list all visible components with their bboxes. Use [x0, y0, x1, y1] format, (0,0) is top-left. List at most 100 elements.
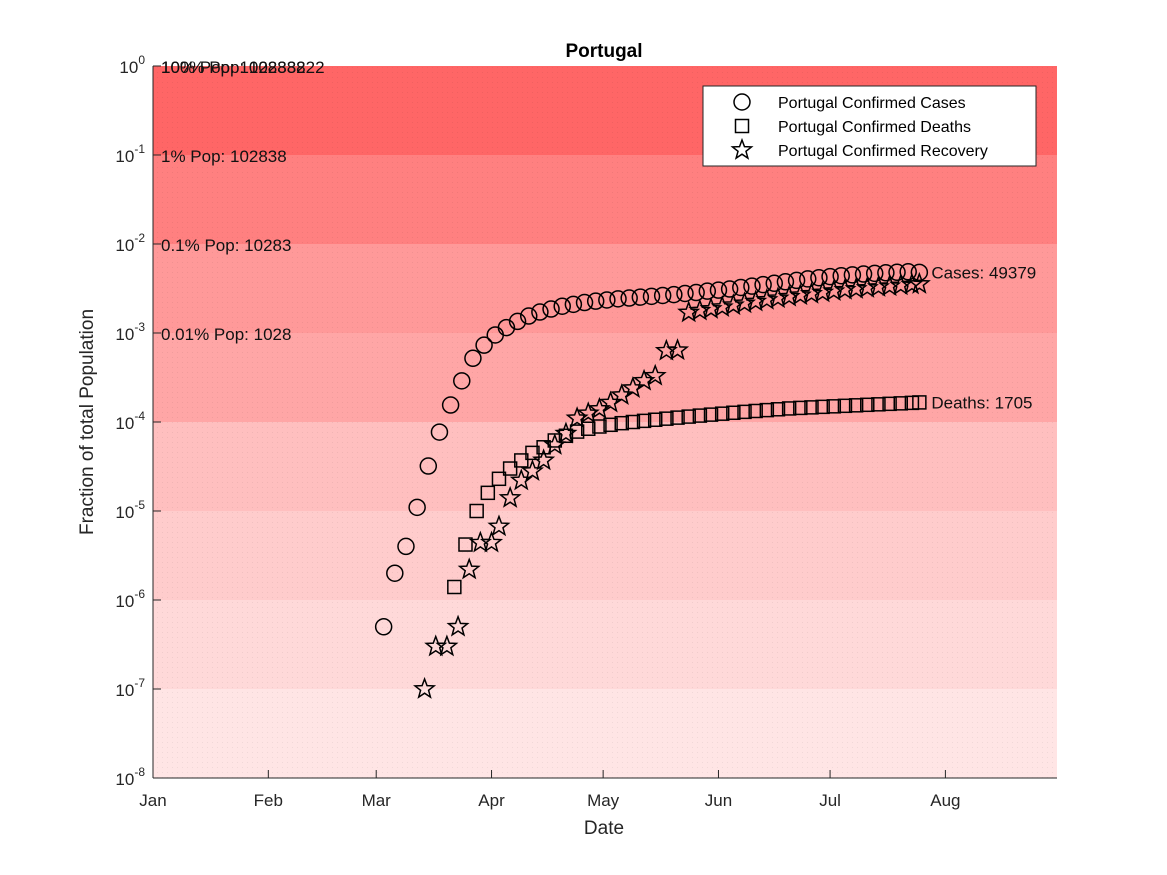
legend-star-marker: [730, 137, 754, 160]
star-marker: [777, 284, 801, 307]
chart-title: Portugal: [565, 41, 642, 62]
circle-marker: [453, 372, 471, 390]
legend-entry: Portugal Confirmed Recovery: [778, 143, 988, 160]
x-tick-label: Apr: [478, 791, 505, 810]
square-marker: [480, 485, 496, 501]
y-tick-base: 10: [115, 681, 134, 700]
y-tick-exponent: -3: [134, 320, 145, 334]
circle-marker: [374, 618, 393, 636]
circle-marker: [798, 270, 817, 288]
y-tick-exponent: 0: [138, 53, 145, 67]
circle-marker: [419, 457, 438, 475]
square-marker: [737, 404, 752, 420]
circle-marker: [575, 293, 594, 312]
square-marker: [569, 424, 585, 439]
star-marker: [766, 286, 790, 309]
star-marker: [487, 514, 511, 537]
circle-marker: [553, 297, 571, 315]
y-tick-label: 10-5: [115, 498, 145, 522]
star-marker: [599, 390, 623, 413]
circle-marker: [408, 498, 426, 517]
y-tick-exponent: -5: [134, 498, 145, 512]
square-marker: [647, 412, 663, 427]
y-tick-base: 10: [115, 236, 134, 255]
legend-entry: Portugal Confirmed Cases: [778, 95, 966, 112]
square-marker: [714, 406, 730, 421]
y-tick-label: 10-2: [115, 231, 145, 255]
square-marker: [659, 411, 674, 426]
band-label: 0.01% Pop: 1028: [161, 325, 291, 344]
circle-marker: [586, 292, 605, 310]
square-marker: [592, 419, 607, 434]
y-tick-label: 10-3: [115, 320, 145, 344]
end-label: Deaths: 1705: [931, 393, 1032, 412]
star-marker: [446, 614, 470, 637]
y-tick-base: 10: [115, 414, 134, 433]
square-marker: [502, 461, 518, 476]
circle-marker: [542, 300, 560, 318]
square-marker: [447, 579, 462, 595]
legend-entry: Portugal Confirmed Deaths: [778, 119, 971, 136]
square-marker: [603, 417, 618, 433]
circle-marker: [854, 265, 873, 283]
square-marker: [759, 402, 775, 418]
square-marker: [770, 402, 786, 417]
band-label: 0.1% Pop: 10283: [161, 236, 291, 255]
square-marker: [904, 395, 920, 411]
y-tick-base: 10: [115, 770, 134, 789]
circle-marker: [687, 283, 705, 302]
circle-marker: [732, 278, 750, 297]
y-tick-label: 10-4: [115, 409, 145, 433]
star-marker: [833, 277, 857, 300]
circle-marker: [653, 286, 672, 305]
series-star: [413, 271, 931, 699]
legend[interactable]: Portugal Confirmed Cases Portugal Confirm…: [702, 85, 1037, 167]
square-marker: [614, 415, 629, 431]
circle-marker: [899, 263, 917, 281]
band-label: 100% Pop: 10283822: [161, 58, 325, 77]
y-tick-exponent: -1: [134, 142, 145, 156]
circle-marker: [441, 396, 460, 414]
x-tick-label: Feb: [254, 791, 283, 810]
circle-marker: [776, 273, 795, 291]
circle-marker: [464, 349, 482, 368]
series-circle: [374, 263, 929, 636]
square-marker: [793, 400, 808, 416]
star-marker: [710, 295, 734, 318]
x-tick-label: Jul: [819, 791, 841, 810]
circle-marker: [386, 564, 404, 582]
square-marker: [491, 471, 507, 487]
circle-marker: [665, 285, 683, 304]
circle-marker: [821, 267, 839, 286]
circle-marker: [497, 318, 516, 337]
circle-marker: [475, 336, 493, 354]
square-marker: [837, 398, 853, 414]
star-marker: [688, 298, 712, 321]
square-marker: [826, 399, 842, 414]
x-tick-label: Jan: [139, 791, 166, 810]
square-marker: [581, 421, 596, 436]
circle-marker: [620, 289, 638, 307]
square-marker: [514, 453, 529, 468]
star-marker: [721, 293, 745, 316]
square-marker: [860, 397, 875, 413]
square-marker: [893, 396, 909, 411]
y-tick-label: 10-7: [115, 676, 145, 700]
star-marker: [435, 634, 459, 657]
y-tick-label: 100: [119, 53, 145, 77]
y-tick-base: 10: [115, 325, 134, 344]
y-tick-label: 10-1: [115, 142, 145, 166]
y-tick-exponent: -2: [134, 231, 145, 245]
square-marker: [692, 408, 708, 423]
star-marker: [677, 300, 701, 323]
square-marker: [781, 401, 797, 416]
circle-marker: [910, 263, 929, 282]
circle-marker: [631, 288, 650, 306]
square-marker: [815, 399, 830, 415]
band-label: 1% Pop: 102838: [161, 147, 287, 166]
square-marker: [703, 407, 719, 422]
x-tick-label: May: [587, 791, 620, 810]
circle-marker: [698, 282, 717, 300]
star-marker: [889, 273, 913, 296]
